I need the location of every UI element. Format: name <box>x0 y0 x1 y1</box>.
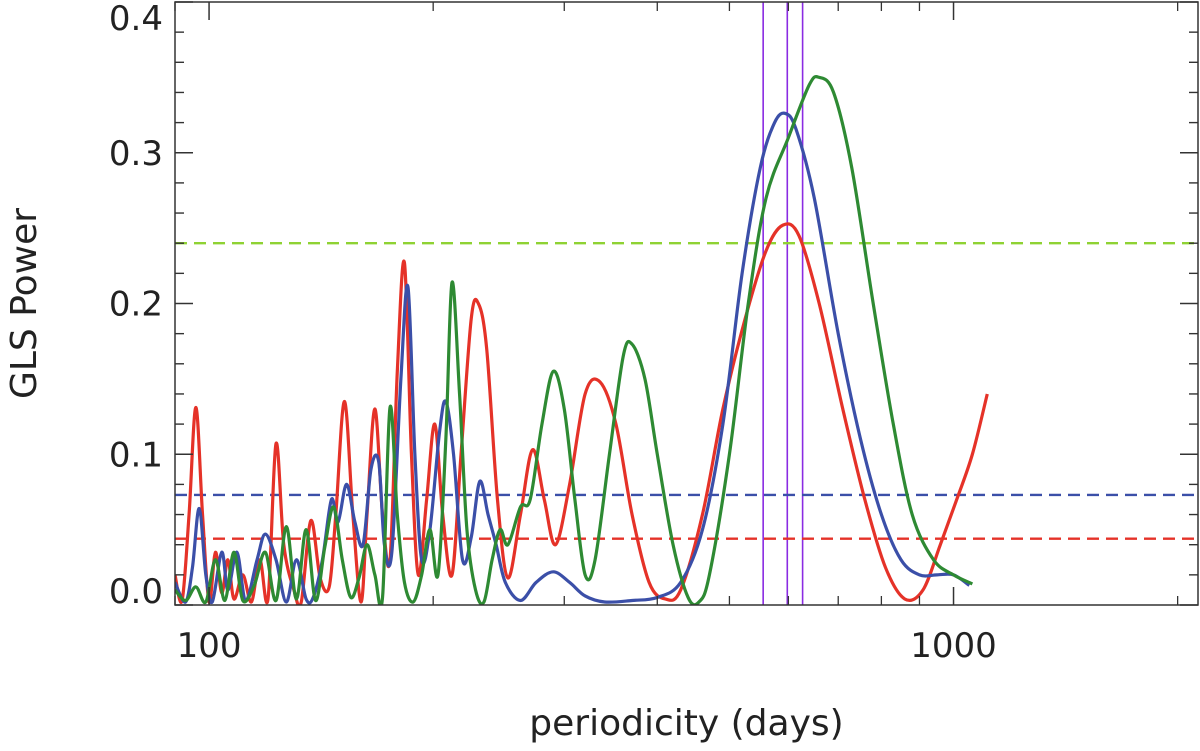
x-axis: 100 1000 <box>174 2 1179 666</box>
y-tick-label-2: 0.2 <box>109 285 163 325</box>
series-line-2 <box>175 74 974 605</box>
x-tick-label-1: 1000 <box>910 626 997 666</box>
x-axis-title: periodicity (days) <box>529 703 843 744</box>
series-layer <box>175 74 989 605</box>
y-tick-label-1: 0.1 <box>109 435 163 475</box>
y-tick-label-4: 0.4 <box>109 0 163 39</box>
series-line-0 <box>175 222 989 605</box>
series-line-1 <box>175 111 971 605</box>
y-axis-title: GLS Power <box>4 208 45 399</box>
y-axis: 0.0 0.1 0.2 0.3 0.4 <box>109 0 1198 612</box>
vertical-reference-lines <box>762 2 804 605</box>
horizontal-threshold-lines <box>175 241 1198 540</box>
x-tick-label-0: 100 <box>177 626 242 666</box>
y-tick-label-0: 0.0 <box>109 572 163 612</box>
y-tick-label-3: 0.3 <box>109 134 163 174</box>
